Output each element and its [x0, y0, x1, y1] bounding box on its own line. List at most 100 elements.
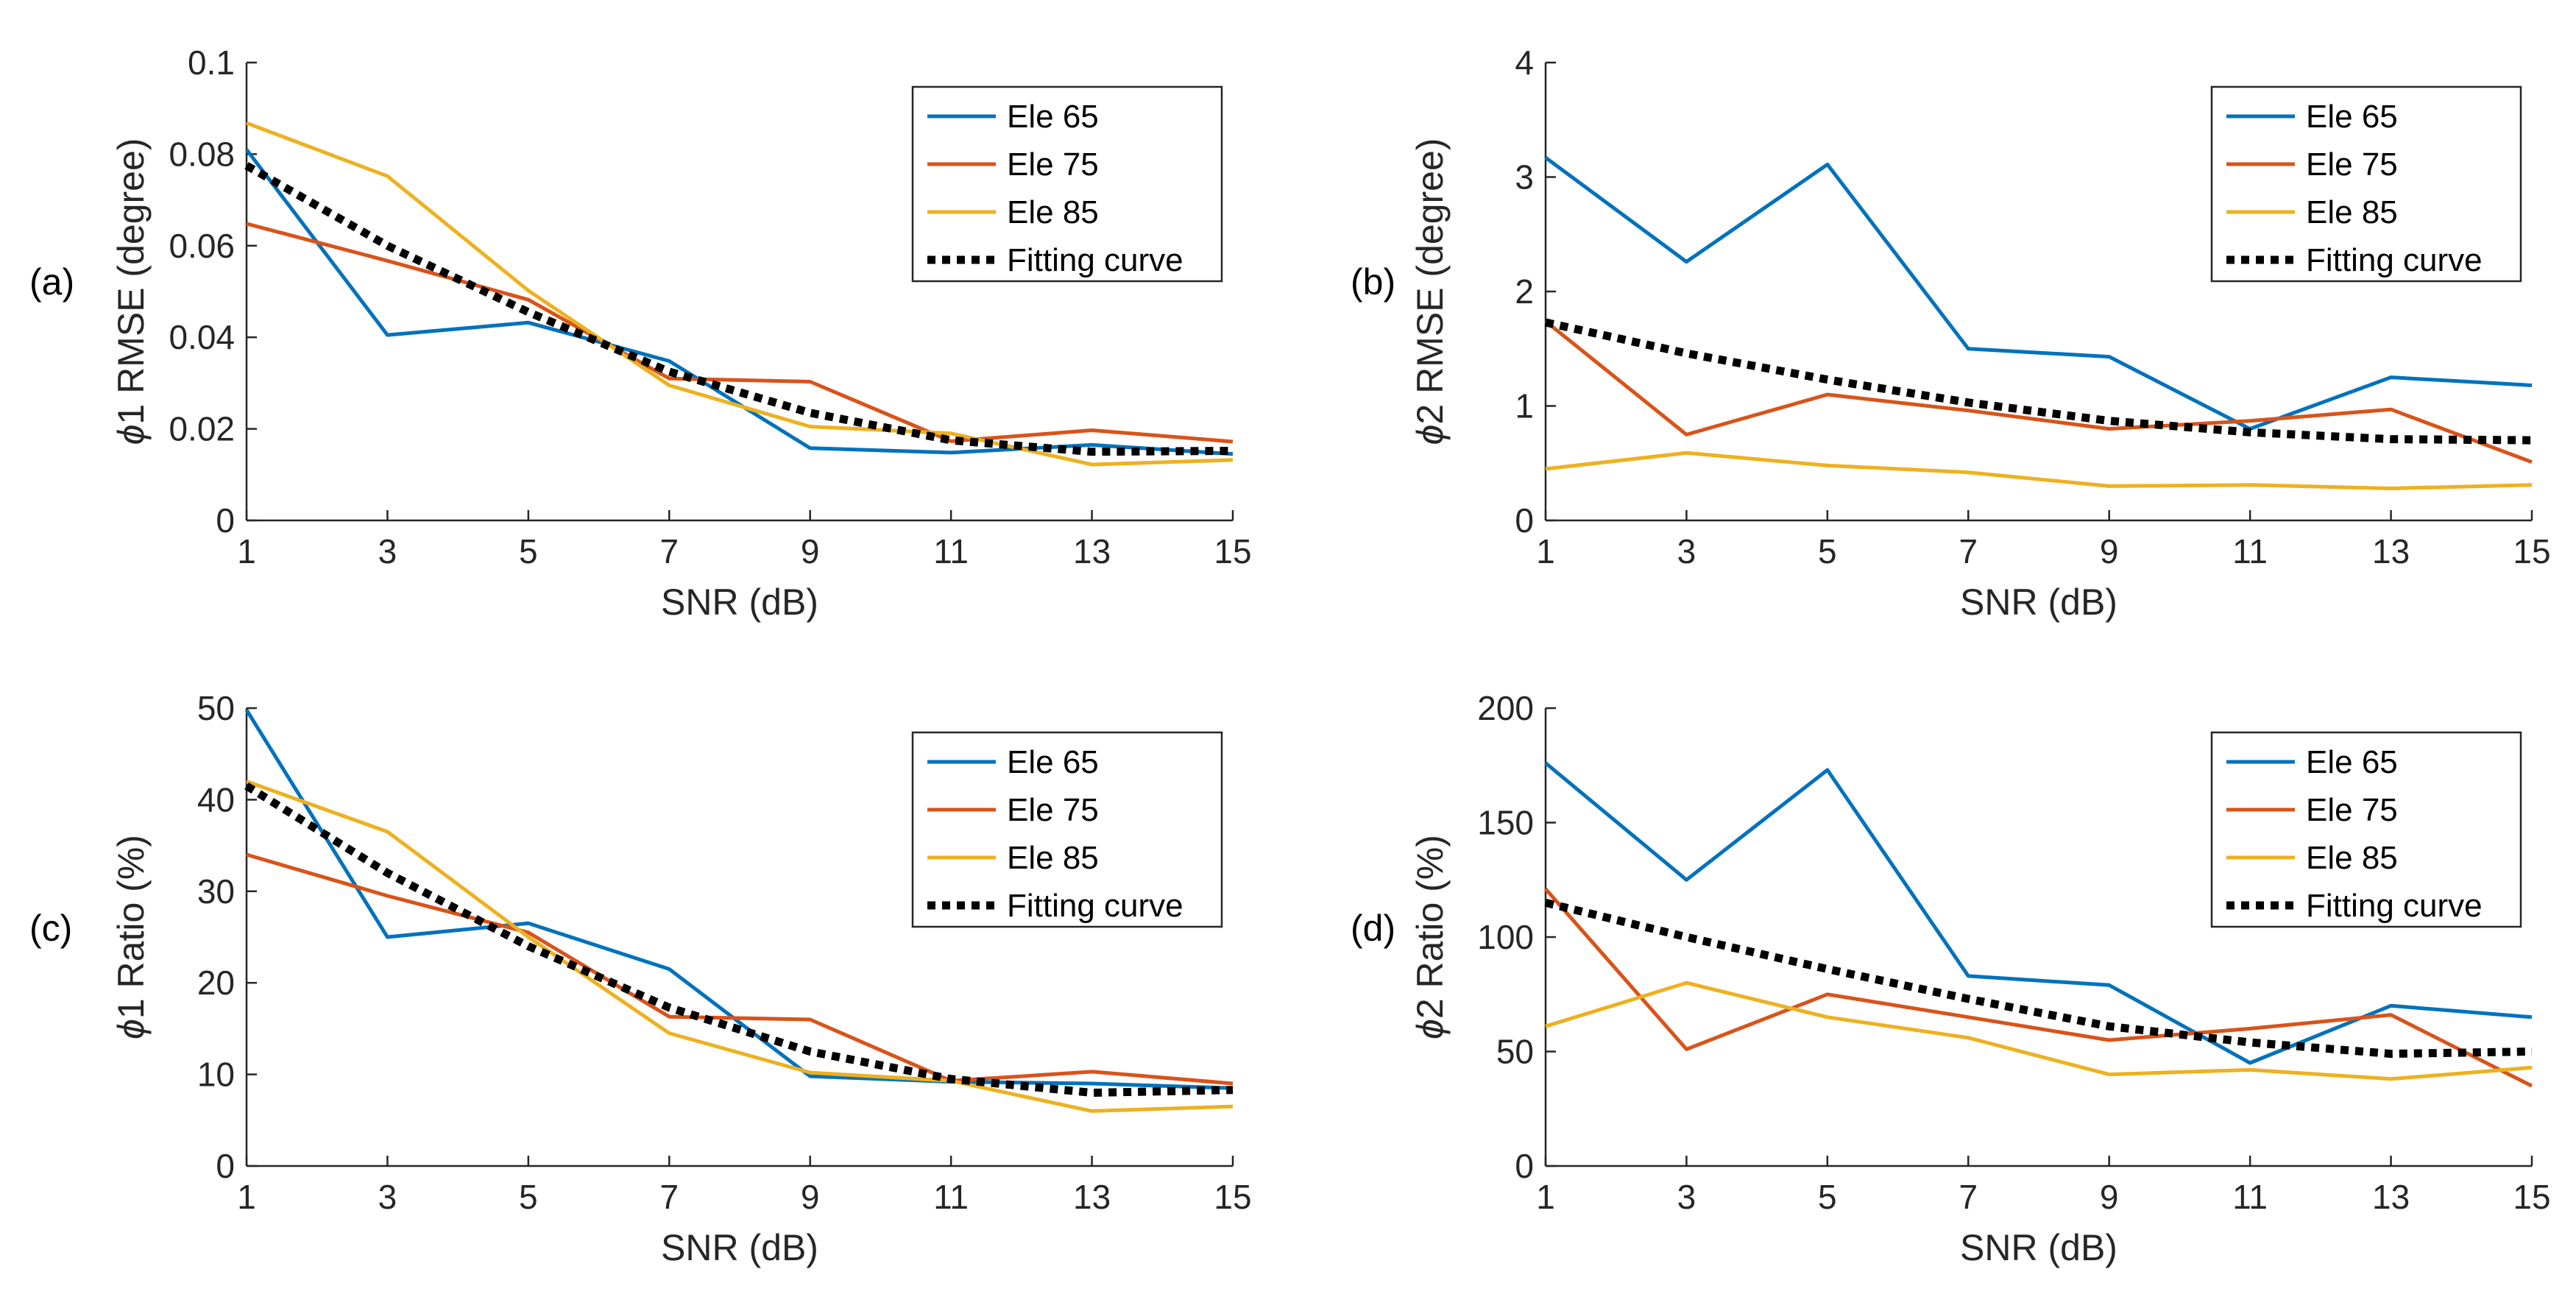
- y-tick-label: 0.04: [169, 318, 235, 356]
- series-line-fitting-curve: [1544, 318, 2533, 445]
- y-tick-label: 2: [1515, 272, 1534, 311]
- x-tick-label: 3: [1677, 532, 1696, 570]
- y-tick-label: 4: [1515, 43, 1534, 82]
- y-tick-label: 0.08: [169, 135, 235, 173]
- series-line-ele-75: [1544, 888, 2533, 1088]
- legend-box: [911, 731, 1223, 928]
- y-axis-label: ϕ1 Ratio (%): [110, 835, 152, 1039]
- y-tick-label: 20: [197, 964, 235, 1002]
- y-tick-label: 30: [197, 872, 235, 911]
- x-tick-label: 9: [2100, 1178, 2119, 1216]
- legend: Ele 65 Ele 75 Ele 85 Fitting curve: [911, 85, 1223, 283]
- y-tick-label: 100: [1477, 918, 1534, 956]
- x-tick-label: 5: [519, 532, 538, 570]
- panel-label: (c): [29, 908, 72, 949]
- legend-label: Ele 65: [2306, 99, 2398, 135]
- y-axis-label: ϕ2 RMSE (degree): [1409, 138, 1451, 445]
- series-line-ele-75: [246, 852, 1234, 1086]
- x-tick-label: 5: [1818, 1178, 1837, 1216]
- x-tick-label: 9: [801, 532, 820, 570]
- x-tick-label: 5: [519, 1178, 538, 1216]
- legend-label: Ele 85: [1007, 194, 1099, 230]
- y-axis-label-symbol: ϕ: [110, 425, 152, 445]
- y-tick-label: 0.1: [188, 43, 235, 82]
- x-tick-label: 9: [2100, 532, 2119, 570]
- y-axis-label-text: 2 RMSE (degree): [1409, 138, 1451, 425]
- legend-label: Ele 85: [2306, 840, 2398, 876]
- legend-label: Ele 65: [1007, 744, 1099, 780]
- y-axis-label: ϕ2 Ratio (%): [1409, 835, 1451, 1039]
- x-tick-label: 3: [1677, 1178, 1696, 1216]
- legend-label: Ele 75: [2306, 146, 2398, 183]
- y-tick-label: 200: [1477, 689, 1534, 727]
- y-tick-label: 0: [216, 501, 235, 540]
- x-tick-label: 13: [1073, 1178, 1111, 1216]
- legend-label: Fitting curve: [1007, 888, 1183, 924]
- legend-label: Ele 85: [1007, 840, 1099, 876]
- y-tick-label: 0: [1515, 501, 1534, 540]
- legend-label: Fitting curve: [1007, 242, 1183, 278]
- y-tick-label: 50: [1496, 1033, 1534, 1071]
- x-tick-label: 5: [1818, 532, 1837, 570]
- x-tick-label: 7: [659, 1178, 679, 1216]
- x-tick-label: 1: [1536, 1178, 1555, 1216]
- x-tick-label: 1: [237, 1178, 256, 1216]
- legend-label: Fitting curve: [2306, 242, 2483, 278]
- legend-box: [2210, 85, 2522, 283]
- x-tick-label: 13: [2372, 1178, 2410, 1216]
- y-axis-label-symbol: ϕ: [110, 1019, 152, 1039]
- x-tick-label: 3: [378, 1178, 397, 1216]
- series-line-ele-85: [246, 780, 1234, 1113]
- y-tick-label: 10: [197, 1056, 235, 1094]
- x-axis-label: SNR (dB): [1960, 582, 2117, 623]
- y-tick-label: 150: [1477, 804, 1534, 842]
- series-line-ele-75: [1544, 319, 2533, 464]
- series-line-fitting-curve: [244, 782, 1234, 1098]
- legend-box: [911, 85, 1223, 283]
- x-tick-label: 7: [1958, 1178, 1978, 1216]
- legend: Ele 65 Ele 75 Ele 85 Fitting curve: [2210, 731, 2522, 928]
- panel-label: (a): [29, 261, 74, 303]
- x-tick-label: 13: [2372, 532, 2410, 570]
- x-tick-label: 11: [2232, 532, 2268, 570]
- series-line-ele-65: [1544, 156, 2533, 431]
- x-axis-label: SNR (dB): [661, 582, 818, 623]
- y-tick-label: 50: [197, 689, 235, 727]
- series-line-fitting-curve: [1544, 898, 2533, 1059]
- panel-label: (d): [1351, 908, 1395, 949]
- y-axis-label: ϕ1 RMSE (degree): [110, 138, 152, 445]
- y-tick-label: 0: [1515, 1147, 1534, 1185]
- x-tick-label: 15: [2513, 1178, 2550, 1216]
- x-tick-label: 1: [1536, 532, 1555, 570]
- x-tick-label: 15: [1214, 532, 1251, 570]
- legend: Ele 65 Ele 75 Ele 85 Fitting curve: [2210, 85, 2522, 283]
- y-tick-label: 0: [216, 1147, 235, 1185]
- series-line-ele-75: [246, 222, 1234, 444]
- y-tick-label: 40: [197, 780, 235, 819]
- y-axis-label-text: 2 Ratio (%): [1409, 835, 1451, 1019]
- y-axis-label-text: 1 Ratio (%): [110, 835, 152, 1019]
- y-axis-label-text: 1 RMSE (degree): [110, 138, 152, 425]
- x-tick-label: 7: [1958, 532, 1978, 570]
- series-line-ele-65: [1544, 761, 2533, 1065]
- series-line-ele-85: [1545, 980, 2533, 1081]
- series-line-ele-85: [1545, 450, 2533, 490]
- y-tick-label: 0.06: [169, 227, 235, 265]
- legend-label: Fitting curve: [2306, 888, 2483, 924]
- x-tick-label: 15: [2513, 532, 2550, 570]
- legend-label: Ele 75: [1007, 792, 1099, 828]
- legend-label: Ele 75: [1007, 146, 1099, 183]
- x-tick-label: 1: [237, 532, 256, 570]
- y-axis-label-symbol: ϕ: [1409, 425, 1451, 445]
- x-axis-label: SNR (dB): [1960, 1227, 2117, 1268]
- y-tick-label: 3: [1515, 158, 1534, 197]
- x-tick-label: 11: [933, 532, 969, 570]
- legend-label: Ele 65: [1007, 99, 1099, 135]
- x-tick-label: 13: [1073, 532, 1111, 570]
- x-tick-label: 3: [378, 532, 397, 570]
- x-axis-label: SNR (dB): [661, 1227, 818, 1268]
